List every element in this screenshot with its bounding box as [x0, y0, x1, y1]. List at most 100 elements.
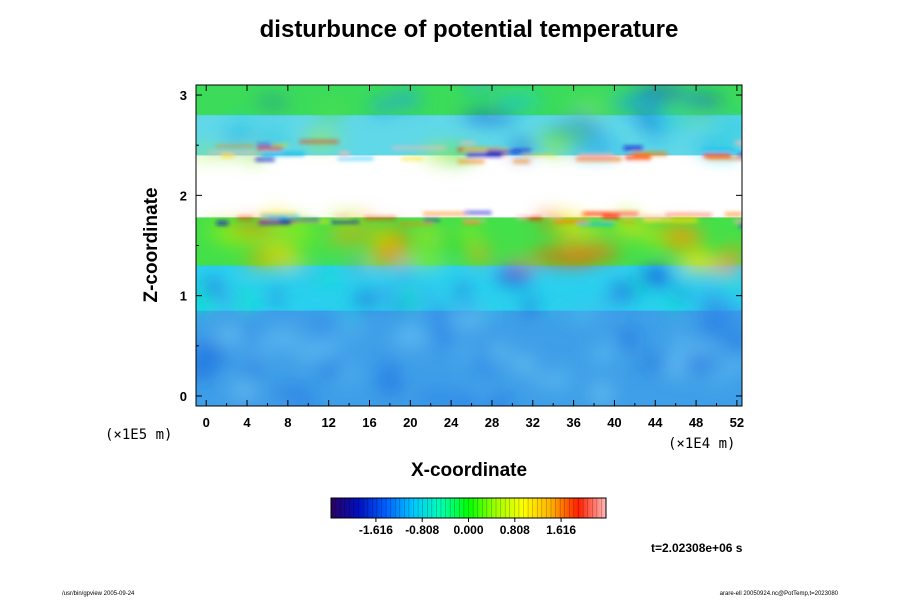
- colorbar-label--0.808: -0.808: [405, 523, 439, 537]
- heatmap-blob: [369, 230, 398, 245]
- heatmap-blob: [496, 266, 532, 286]
- heatmap-blob: [429, 322, 456, 349]
- heatmap-streak: [577, 222, 614, 226]
- heatmap-blob: [352, 292, 377, 308]
- heatmap-blob: [675, 345, 694, 359]
- heatmap-streak: [576, 157, 622, 161]
- heatmap-streak: [279, 219, 320, 222]
- heatmap-blob: [721, 277, 740, 289]
- heatmap-blob: [345, 263, 373, 273]
- heatmap-streak: [621, 221, 635, 223]
- heatmap-streak: [523, 217, 542, 220]
- heatmap-streak: [734, 220, 742, 224]
- x-tick-label-52: 52: [730, 415, 744, 430]
- heatmap-streak: [260, 214, 300, 218]
- heatmap-streak: [643, 218, 698, 223]
- heatmap-streak: [546, 216, 562, 218]
- heatmap-streak: [463, 148, 509, 151]
- heatmap-blob: [680, 354, 721, 373]
- heatmap-blob: [666, 241, 686, 249]
- x-scale-note: (×1E4 m): [668, 436, 735, 452]
- heatmap-blob: [455, 282, 469, 298]
- heatmap-blob: [707, 259, 739, 271]
- heatmap-blob: [461, 110, 518, 123]
- heatmap-streak: [299, 140, 339, 143]
- heatmap-blob: [601, 293, 622, 310]
- heatmap-blob: [657, 225, 700, 241]
- chart-title: disturbunce of potential temperature: [260, 16, 679, 43]
- heatmap-streak: [578, 153, 614, 157]
- heatmap-blob: [504, 290, 532, 300]
- heatmap-band-saturated: [196, 155, 742, 218]
- heatmap-blob: [646, 130, 668, 141]
- heatmap-streak: [423, 212, 466, 216]
- heatmap-blob: [453, 301, 479, 318]
- heatmap-blob: [268, 289, 284, 302]
- heatmap-streak: [339, 151, 350, 156]
- heatmap-streak: [337, 157, 374, 160]
- heatmap-blob: [373, 250, 402, 262]
- y-scale-note: (×1E5 m): [105, 427, 172, 443]
- heatmap-blob: [225, 223, 275, 234]
- heatmap-streaks: [208, 140, 742, 227]
- heatmap-blob: [204, 224, 239, 233]
- x-tick-label-24: 24: [444, 415, 459, 430]
- heatmap-blob: [334, 325, 369, 338]
- heatmap-streak: [258, 219, 289, 221]
- heatmap-blob: [282, 271, 302, 290]
- heatmap-streak: [208, 151, 257, 154]
- y-axis-label: Z-coordinate: [141, 187, 162, 302]
- heatmap-blob: [344, 253, 366, 263]
- heatmap-blob: [446, 238, 480, 254]
- heatmap-streak: [737, 153, 742, 157]
- heatmap-blob: [401, 318, 423, 335]
- heatmap-streak: [216, 221, 229, 226]
- heatmap-blob: [371, 98, 393, 115]
- heatmap-blob: [687, 95, 725, 108]
- heatmap-streak: [221, 153, 234, 158]
- heatmap-streak: [364, 217, 397, 220]
- heatmap-blob: [697, 289, 731, 305]
- heatmap-blob: [297, 231, 318, 241]
- heatmap-blob: [358, 275, 372, 291]
- heatmap-streak: [623, 146, 643, 151]
- x-tick-label-8: 8: [284, 415, 291, 430]
- y-tick-label-2: 2: [180, 188, 187, 203]
- heatmap-streak: [423, 219, 440, 222]
- heatmap-blob: [370, 286, 406, 304]
- heatmap-streak: [513, 160, 530, 163]
- y-axis-ticks: 0 1 2 3: [180, 88, 742, 404]
- heatmap-blob: [257, 237, 298, 249]
- heatmap-blob: [269, 400, 303, 406]
- heatmap-streak: [334, 214, 350, 217]
- heatmap-blob: [611, 222, 656, 236]
- heatmap-blob: [675, 253, 717, 267]
- heatmap-blob: [325, 232, 347, 239]
- heatmap-blob: [301, 332, 342, 360]
- x-tick-label-44: 44: [648, 415, 663, 430]
- heatmap-streak: [724, 212, 742, 216]
- heatmap-streak: [256, 143, 281, 146]
- heatmap-blob: [389, 91, 421, 108]
- heatmap-streak: [486, 149, 532, 153]
- heatmap-blob: [196, 362, 217, 381]
- heatmap-streak: [462, 219, 487, 222]
- heatmap-streak: [641, 217, 661, 220]
- heatmap-streak: [735, 141, 742, 145]
- heatmap-blob: [337, 361, 360, 385]
- heatmap-blob: [214, 325, 244, 346]
- heatmap-blob: [463, 395, 491, 406]
- heatmap-streak: [258, 221, 291, 225]
- heatmap-streak: [330, 220, 360, 224]
- heatmap-blob: [510, 354, 538, 374]
- heatmap-streak: [237, 217, 253, 220]
- heatmap-blob: [520, 298, 539, 313]
- heatmap-streak: [255, 157, 275, 162]
- y-tick-label-3: 3: [180, 88, 187, 103]
- heatmap-blob: [313, 271, 341, 285]
- heatmap-streak: [463, 220, 480, 224]
- x-tick-label-36: 36: [566, 415, 580, 430]
- heatmap-blob: [244, 138, 278, 146]
- heatmap-blob: [413, 230, 440, 241]
- heatmap-blob: [586, 345, 618, 367]
